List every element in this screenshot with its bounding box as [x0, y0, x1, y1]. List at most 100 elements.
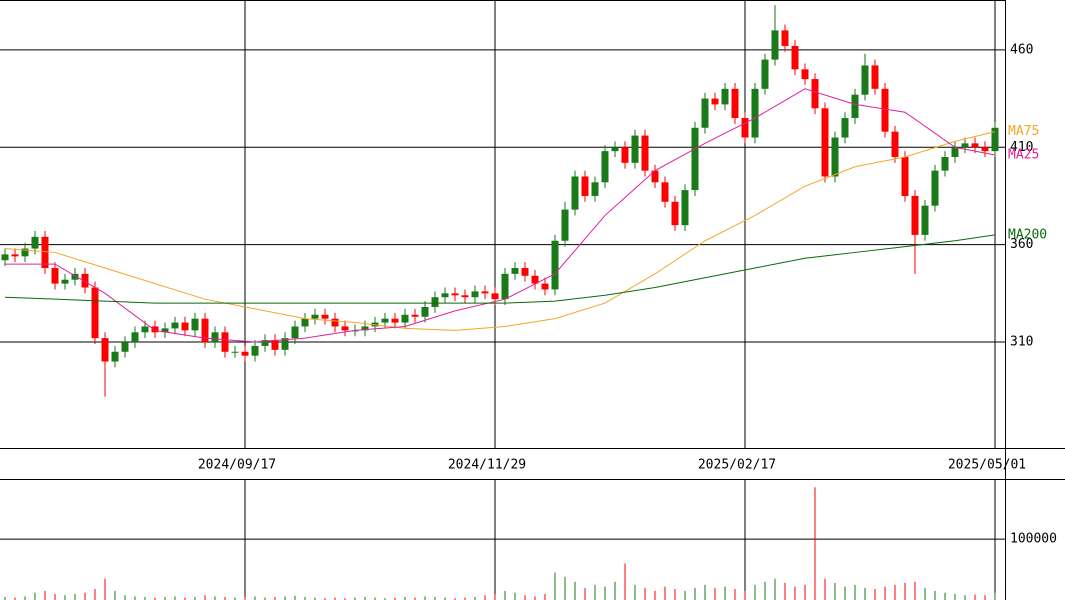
volume-bar — [974, 594, 976, 600]
volume-bar — [904, 582, 906, 600]
candle-body — [791, 45, 799, 70]
moving-average-label: MA75 — [1008, 124, 1039, 139]
candle-body — [511, 268, 519, 274]
volume-bar — [764, 581, 766, 600]
candle-body — [261, 340, 269, 346]
candle-body — [291, 326, 299, 339]
volume-bar — [84, 592, 86, 600]
moving-average-line — [4, 234, 996, 304]
volume-bar — [914, 581, 916, 600]
volume-bar — [74, 593, 76, 600]
x-tick-label: 2024/11/29 — [448, 458, 526, 473]
volume-bar — [804, 584, 806, 600]
candle-body — [851, 94, 859, 119]
candle-body — [481, 291, 489, 294]
candle-body — [891, 131, 899, 157]
volume-bar — [164, 596, 166, 600]
candle-body — [411, 314, 419, 317]
candle-body — [341, 326, 349, 331]
candle-body — [571, 176, 579, 210]
candle-body — [801, 69, 809, 80]
volume-bar — [844, 586, 846, 600]
candle-body — [591, 182, 599, 196]
volume-bar — [194, 596, 196, 600]
volume-bar — [324, 598, 326, 600]
volume-bar — [254, 596, 256, 600]
candle-body — [271, 340, 279, 350]
candle-body — [641, 135, 649, 171]
volume-bar — [824, 578, 826, 600]
candle-body — [281, 338, 289, 350]
volume-bar — [944, 592, 946, 600]
volume-bar — [784, 582, 786, 600]
candle-body — [11, 254, 19, 257]
candle-body — [91, 287, 99, 339]
candle-body — [901, 156, 909, 196]
candle-body — [81, 273, 89, 288]
volume-bar — [384, 598, 386, 600]
volume-bar — [684, 590, 686, 600]
candle-body — [331, 318, 339, 327]
volume-bar — [624, 563, 626, 600]
candle-body — [811, 79, 819, 109]
volume-bar — [984, 595, 986, 600]
candle-body — [321, 314, 329, 319]
candle-body — [31, 236, 39, 249]
volume-bar — [464, 597, 466, 600]
volume-bar — [504, 590, 506, 600]
candle-body — [821, 108, 829, 177]
candle-body — [221, 332, 229, 352]
volume-bar — [534, 596, 536, 600]
volume-bar — [934, 590, 936, 600]
volume-bar — [364, 596, 366, 600]
candle-body — [461, 295, 469, 298]
volume-bar — [434, 596, 436, 600]
candle-body — [131, 332, 139, 343]
volume-bar — [204, 595, 206, 600]
volume-bar — [854, 584, 856, 600]
candle-body — [41, 236, 49, 269]
candle-body — [451, 293, 459, 296]
volume-bar — [234, 597, 236, 600]
volume-bar — [664, 586, 666, 600]
volume-bar — [354, 597, 356, 600]
candle-body — [21, 248, 29, 257]
candle-body — [741, 118, 749, 138]
candle-body — [661, 182, 669, 202]
volume-bar — [674, 589, 676, 600]
volume-bar — [304, 596, 306, 600]
candle-body — [991, 127, 999, 152]
candle-body — [781, 30, 789, 46]
volume-bar — [414, 597, 416, 600]
candle-body — [771, 30, 779, 60]
volume-bar — [144, 596, 146, 600]
moving-average-label: MA200 — [1008, 227, 1047, 242]
volume-bar — [714, 587, 716, 600]
candle-body — [101, 338, 109, 362]
candle-body — [241, 351, 249, 356]
volume-bar — [374, 597, 376, 600]
candle-body — [881, 88, 889, 132]
candle-body — [211, 332, 219, 343]
candle-body — [921, 205, 929, 235]
volume-bar — [314, 597, 316, 600]
volume-bar — [474, 596, 476, 600]
x-tick-label: 2025/02/17 — [698, 458, 776, 473]
volume-bar — [834, 582, 836, 600]
candle-body — [951, 147, 959, 157]
volume-bar — [544, 593, 546, 600]
candle-body — [531, 275, 539, 284]
y-tick-label: 310 — [1010, 335, 1033, 350]
candle-body — [651, 170, 659, 183]
volume-bar — [344, 598, 346, 600]
x-tick-label: 2024/09/17 — [198, 458, 276, 473]
candle-body — [681, 190, 689, 226]
candle-body — [391, 318, 399, 323]
volume-bar — [864, 587, 866, 600]
candle-body — [421, 306, 429, 317]
volume-bar — [444, 597, 446, 600]
volume-bar — [704, 584, 706, 600]
volume-bar — [964, 595, 966, 600]
volume-bar — [644, 587, 646, 600]
volume-bar — [884, 586, 886, 600]
